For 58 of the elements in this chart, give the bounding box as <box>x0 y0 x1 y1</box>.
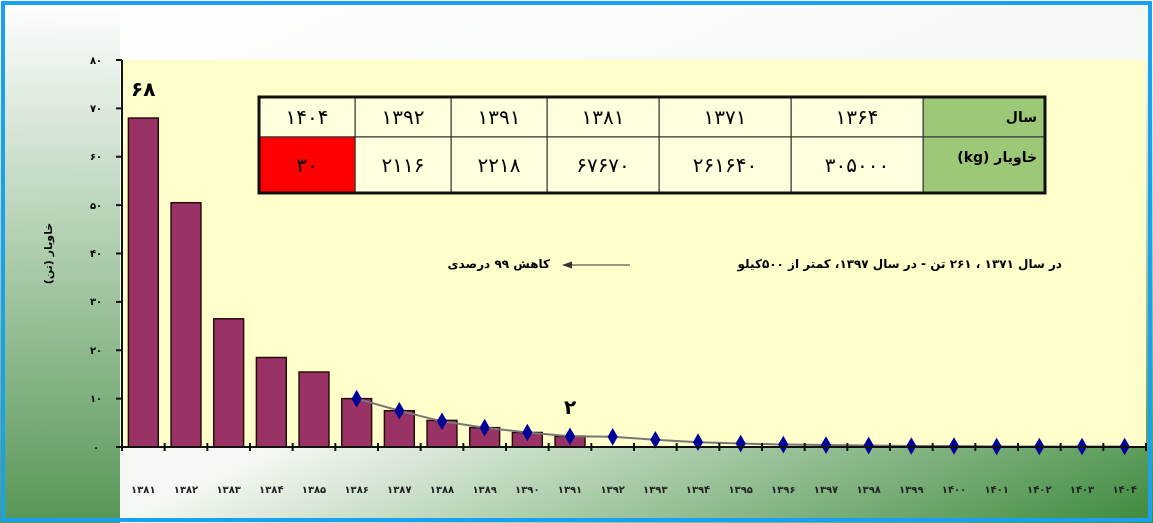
x-tick-label: ۱۳۹۰ <box>515 484 540 495</box>
x-tick-label: ۱۳۸۹ <box>472 484 497 495</box>
x-tick-label: ۱۴۰۰ <box>941 484 967 495</box>
x-tick-label: ۱۳۹۵ <box>728 484 753 495</box>
x-tick-label: ۱۳۹۶ <box>771 484 796 495</box>
annotation: ۱۳۹۲ <box>381 105 425 129</box>
annotation: ۱۴۰۴ <box>285 105 329 129</box>
y-axis-title: خاویار (تن) <box>42 222 55 285</box>
annotation: ۶۸ <box>131 77 156 102</box>
x-tick-label: ۱۳۸۷ <box>387 484 412 495</box>
x-tick-label: ۱۴۰۳ <box>1069 484 1095 495</box>
annotation: ۱۳۷۱ <box>703 105 747 129</box>
annotation: ۱۳۶۴ <box>835 105 879 129</box>
x-tick-label: ۱۳۹۲ <box>600 484 625 495</box>
y-tick-label: ۵۰ <box>89 199 103 211</box>
y-tick-label: ۰ <box>92 441 100 453</box>
x-tick-label: ۱۳۹۷ <box>813 484 839 495</box>
annotation: ۲۶۱۶۴۰ <box>692 153 758 177</box>
x-tick-label: ۱۳۹۹ <box>899 484 924 495</box>
annotation: ۲۲۱۸ <box>477 153 521 177</box>
bar <box>212 318 245 448</box>
y-tick-label: ۸۰ <box>89 54 103 66</box>
y-tick-label: ۳۰ <box>89 296 103 308</box>
bar <box>170 201 202 448</box>
x-tick-label: ۱۳۸۲ <box>173 484 199 495</box>
annotation: در سال ۱۳۷۱ ، ۲۶۱ تن - در سال ۱۳۹۷، کمتر از ۵۰۰کیلو <box>736 257 1062 272</box>
x-tick-label: ۱۴۰۱ <box>984 484 1009 495</box>
bar <box>340 397 373 448</box>
y-tick-label: ۱۰ <box>89 393 103 405</box>
y-tick-label: ۷۰ <box>89 102 103 114</box>
annotation: ۲۱۱۶ <box>381 153 425 177</box>
annotation: ۶۷۶۷۰ <box>576 153 630 177</box>
x-tick-label: ۱۳۸۴ <box>259 484 284 495</box>
annotation: سال <box>1005 108 1037 125</box>
x-tick-label: ۱۳۸۸ <box>429 484 455 495</box>
bar <box>298 371 330 448</box>
bar <box>127 117 160 448</box>
x-tick-label: ۱۳۸۵ <box>301 484 327 495</box>
annotation: خاویار (kg) <box>957 148 1037 166</box>
x-tick-label: ۱۴۰۲ <box>1027 484 1052 495</box>
x-tick-label: ۱۳۸۱ <box>131 484 156 495</box>
x-tick-label: ۱۳۹۴ <box>685 484 711 495</box>
annotation: ۳۰۵۰۰۰ <box>824 153 890 177</box>
x-tick-label: ۱۳۹۳ <box>643 484 668 495</box>
annotation: کاهش ۹۹ درصدی <box>447 257 551 271</box>
y-tick-label: ۲۰ <box>89 344 103 356</box>
annotation: ۳۰ <box>296 153 318 177</box>
bar <box>255 356 288 448</box>
y-tick-label: ۶۰ <box>89 151 103 163</box>
annotation: ۲ <box>563 395 577 420</box>
x-tick-label: ۱۴۰۴ <box>1112 484 1137 495</box>
x-tick-label: ۱۳۹۸ <box>856 484 881 495</box>
x-tick-label: ۱۳۸۳ <box>216 484 241 495</box>
x-tick-label: ۱۳۸۶ <box>344 484 369 495</box>
annotation: ۱۳۹۱ <box>477 105 521 129</box>
x-tick-label: ۱۳۹۱ <box>557 484 583 495</box>
annotation: ۱۳۸۱ <box>581 105 625 129</box>
y-tick-label: ۴۰ <box>89 248 103 259</box>
